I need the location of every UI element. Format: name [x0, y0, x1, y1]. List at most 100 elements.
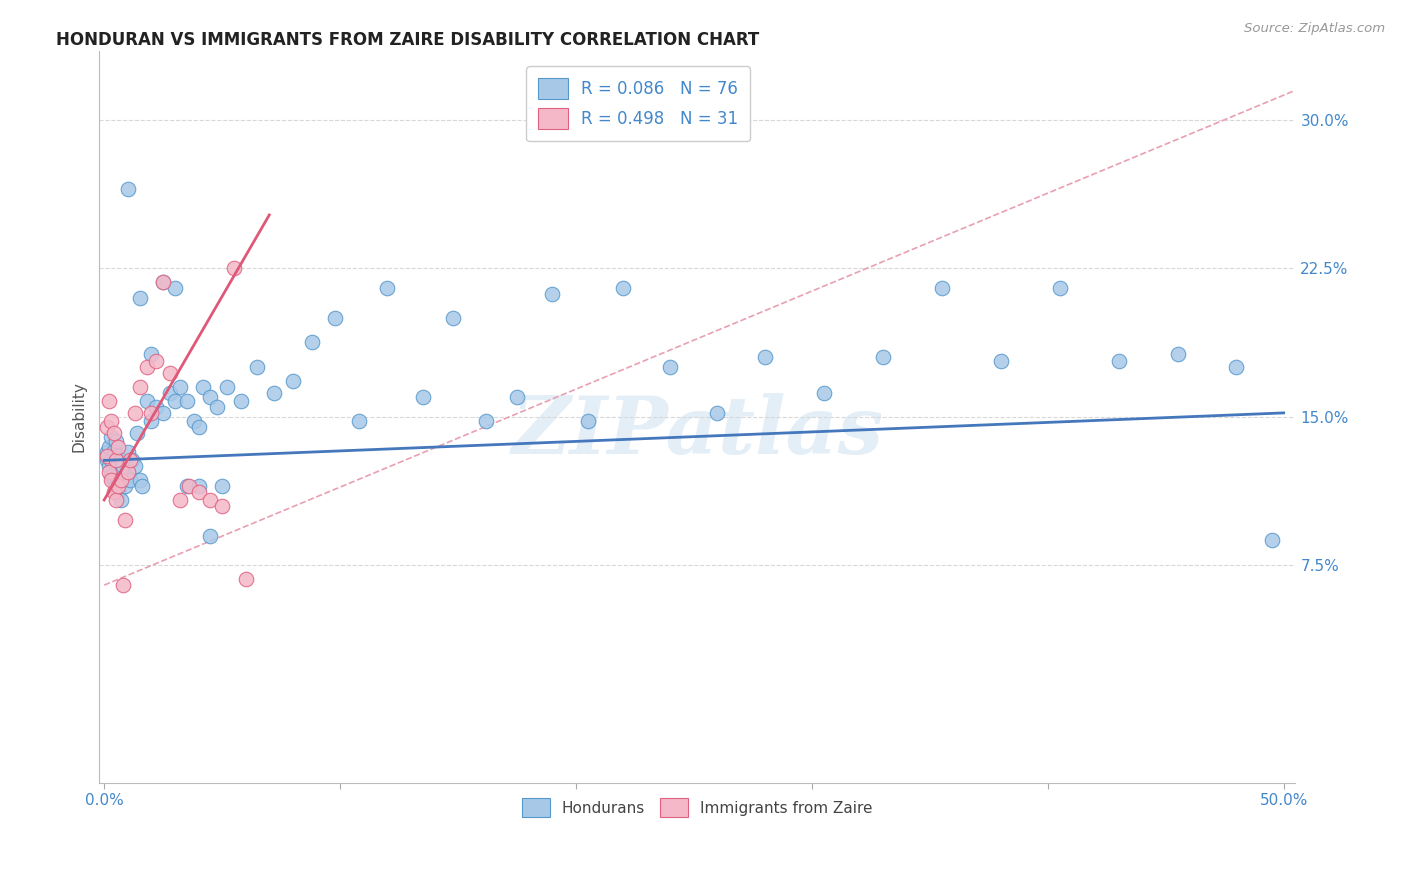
Legend: Hondurans, Immigrants from Zaire: Hondurans, Immigrants from Zaire — [513, 789, 882, 827]
Point — [107, 485, 129, 500]
Point — [159, 367, 181, 381]
Point — [183, 414, 205, 428]
Point — [117, 445, 139, 459]
Point — [117, 465, 139, 479]
Point — [135, 360, 157, 375]
Point — [152, 275, 174, 289]
Point — [169, 493, 191, 508]
Text: ZIPatlas: ZIPatlas — [512, 392, 883, 470]
Point — [193, 380, 215, 394]
Point — [100, 430, 122, 444]
Point — [541, 287, 564, 301]
Point — [1166, 346, 1188, 360]
Point — [931, 281, 953, 295]
Point — [612, 281, 634, 295]
Point — [120, 473, 142, 487]
Point — [121, 453, 143, 467]
Point — [111, 473, 134, 487]
Point — [103, 443, 125, 458]
Point — [120, 453, 142, 467]
Point — [301, 334, 323, 349]
Point — [200, 528, 222, 542]
Point — [124, 406, 146, 420]
Point — [128, 473, 150, 487]
Point — [145, 400, 167, 414]
Point — [100, 473, 122, 487]
Point — [207, 400, 229, 414]
Point — [211, 479, 233, 493]
Point — [872, 351, 894, 365]
Point — [200, 493, 222, 508]
Point — [111, 459, 134, 474]
Point — [576, 414, 599, 428]
Point — [229, 394, 252, 409]
Point — [104, 479, 127, 493]
Point — [506, 390, 529, 404]
Point — [96, 445, 118, 459]
Point — [131, 479, 153, 493]
Point — [141, 406, 163, 420]
Point — [246, 360, 269, 375]
Point — [114, 479, 136, 493]
Point — [135, 394, 157, 409]
Point — [97, 459, 120, 474]
Point — [163, 281, 186, 295]
Point — [187, 419, 209, 434]
Point — [100, 414, 122, 428]
Point — [215, 380, 238, 394]
Point — [96, 419, 118, 434]
Point — [107, 479, 129, 493]
Point — [96, 453, 118, 467]
Point — [111, 578, 134, 592]
Point — [176, 479, 198, 493]
Point — [325, 310, 347, 325]
Point — [169, 380, 191, 394]
Point — [100, 469, 122, 483]
Point — [1108, 354, 1130, 368]
Point — [159, 386, 181, 401]
Point — [375, 281, 398, 295]
Point — [1049, 281, 1071, 295]
Point — [706, 406, 728, 420]
Point — [107, 440, 129, 454]
Point — [103, 425, 125, 440]
Point — [141, 346, 163, 360]
Point — [813, 386, 835, 401]
Text: HONDURAN VS IMMIGRANTS FROM ZAIRE DISABILITY CORRELATION CHART: HONDURAN VS IMMIGRANTS FROM ZAIRE DISABI… — [56, 31, 759, 49]
Point — [97, 394, 120, 409]
Point — [1261, 533, 1284, 547]
Point — [152, 406, 174, 420]
Point — [475, 414, 498, 428]
Point — [211, 499, 233, 513]
Point — [103, 473, 125, 487]
Point — [1225, 360, 1247, 375]
Point — [235, 572, 257, 586]
Point — [141, 414, 163, 428]
Point — [990, 354, 1012, 368]
Point — [96, 450, 118, 464]
Point — [117, 182, 139, 196]
Point — [659, 360, 682, 375]
Point — [412, 390, 434, 404]
Point — [200, 390, 222, 404]
Point — [124, 459, 146, 474]
Point — [145, 354, 167, 368]
Point — [176, 394, 198, 409]
Point — [222, 261, 245, 276]
Point — [281, 374, 304, 388]
Point — [128, 291, 150, 305]
Point — [263, 386, 285, 401]
Point — [127, 425, 149, 440]
Point — [117, 465, 139, 479]
Point — [441, 310, 464, 325]
Point — [163, 394, 186, 409]
Point — [754, 351, 776, 365]
Point — [110, 473, 132, 487]
Point — [103, 485, 125, 500]
Point — [104, 453, 127, 467]
Point — [187, 485, 209, 500]
Point — [177, 479, 200, 493]
Point — [128, 380, 150, 394]
Y-axis label: Disability: Disability — [72, 382, 86, 452]
Point — [104, 493, 127, 508]
